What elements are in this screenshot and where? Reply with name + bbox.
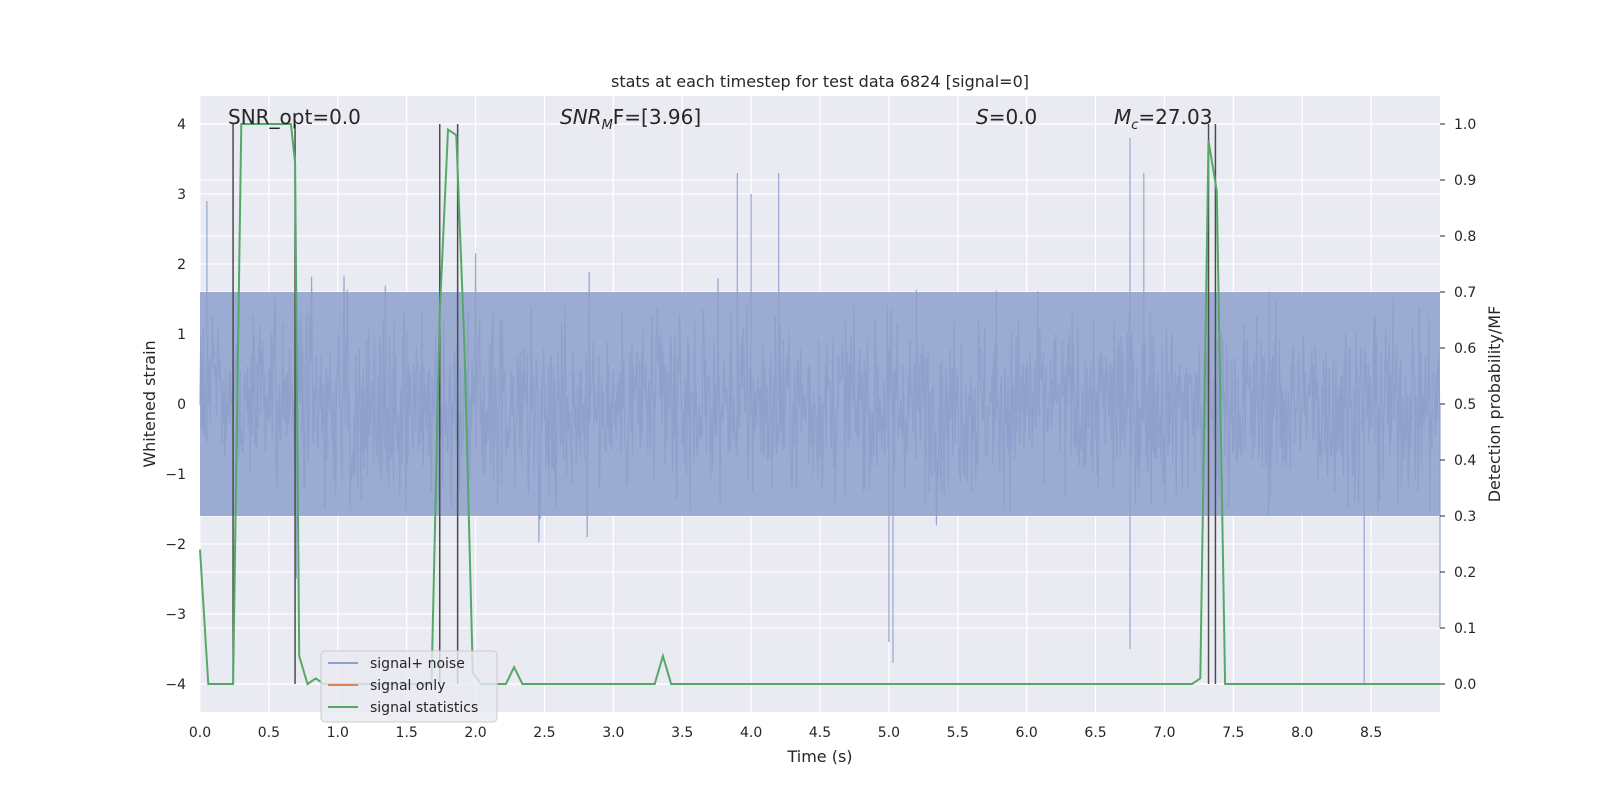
y-right-tick-label: 0.2 (1454, 565, 1476, 581)
annotation-s-main: S (976, 105, 989, 129)
noise-trace (199, 138, 1441, 684)
annotation-snr-mf-rest: F=[3.96] (613, 105, 701, 129)
x-tick-label: 0.0 (189, 725, 211, 741)
legend-label-signal-only: signal only (370, 678, 445, 694)
x-tick-label: 6.5 (1084, 725, 1106, 741)
x-tick-label: 3.0 (602, 725, 624, 741)
annotation-snr-mf: SNRMF=[3.96] (560, 105, 701, 133)
y-right-tick-label: 0.5 (1454, 397, 1476, 413)
y-tick-label: −3 (165, 607, 186, 623)
annotation-snr-mf-sub: M (602, 118, 613, 133)
y-tick-label: 3 (177, 187, 186, 203)
x-tick-label: 6.0 (1016, 725, 1038, 741)
y-tick-label: 4 (177, 117, 186, 133)
legend-box (320, 650, 498, 723)
x-tick-label: 0.5 (258, 725, 280, 741)
x-tick-label: 3.5 (671, 725, 693, 741)
y-right-tick-label: 0.9 (1454, 173, 1476, 189)
y-tick-label: 0 (177, 397, 186, 413)
legend-label-signal-statistics: signal statistics (370, 700, 478, 716)
y-right-tick-label: 0.3 (1454, 509, 1476, 525)
annotation-s: S=0.0 (976, 105, 1037, 129)
y-right-tick-label: 0.0 (1454, 677, 1476, 693)
y-axis-label: Whitened strain (140, 340, 159, 467)
x-tick-label: 7.5 (1222, 725, 1244, 741)
x-tick-label: 7.0 (1153, 725, 1175, 741)
y-axis-right-label: Detection probability/MF (1485, 306, 1504, 503)
chart-title: stats at each timestep for test data 682… (611, 72, 1029, 91)
y-right-tick-label: 0.7 (1454, 285, 1476, 301)
y-tick-label: 1 (177, 327, 186, 343)
legend: signal+ noise signal only signal statist… (320, 650, 498, 723)
x-tick-label: 8.5 (1360, 725, 1382, 741)
x-tick-label: 4.5 (809, 725, 831, 741)
axis-ticks: 0.0 0.5 1.0 1.5 2.0 2.5 3.0 3.5 4.0 4.5 5.0 5.5 6.0 6… (165, 117, 1476, 741)
series-signal-noise (199, 138, 1441, 684)
annotation-mc-sub: c (1131, 118, 1138, 133)
y-tick-label: −1 (165, 467, 186, 483)
x-axis-label: Time (s) (786, 747, 852, 766)
y-right-tick-label: 1.0 (1454, 117, 1476, 133)
x-tick-label: 5.0 (878, 725, 900, 741)
y-right-tick-label: 0.8 (1454, 229, 1476, 245)
x-tick-label: 2.5 (533, 725, 555, 741)
annotation-snr-mf-main: SNR (560, 105, 602, 129)
annotation-snr-opt: SNR_opt=0.0 (228, 105, 361, 129)
y-tick-label: 2 (177, 257, 186, 273)
y-right-tick-label: 0.1 (1454, 621, 1476, 637)
annotation-mc-main: M (1114, 105, 1131, 129)
x-tick-label: 1.0 (327, 725, 349, 741)
annotation-mc-rest: =27.03 (1138, 105, 1212, 129)
annotation-s-rest: =0.0 (989, 105, 1038, 129)
y-right-tick-label: 0.6 (1454, 341, 1476, 357)
y-tick-label: −2 (165, 537, 186, 553)
x-tick-label: 8.0 (1291, 725, 1313, 741)
x-tick-label: 5.5 (947, 725, 969, 741)
y-tick-label: −4 (165, 677, 186, 693)
x-tick-label: 2.0 (464, 725, 486, 741)
legend-label-signal-noise: signal+ noise (370, 656, 465, 672)
y-right-tick-label: 0.4 (1454, 453, 1476, 469)
x-tick-label: 1.5 (396, 725, 418, 741)
x-tick-label: 4.0 (740, 725, 762, 741)
annotation-mc: Mc=27.03 (1114, 105, 1212, 133)
